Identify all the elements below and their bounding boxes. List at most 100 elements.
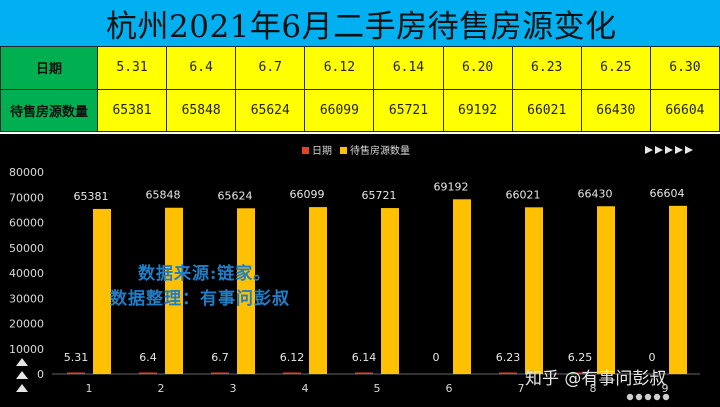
table-row-counts: 待售房源数量 65381 65848 65624 66099 65721 691… xyxy=(0,88,720,132)
table-cell: 65848 xyxy=(166,88,237,132)
bar-dates xyxy=(571,372,589,374)
arrow-decoration-icon xyxy=(675,146,683,154)
x-tick-label: 9 xyxy=(662,382,669,395)
table-cell: 66021 xyxy=(511,88,582,132)
bar-dates xyxy=(139,372,157,374)
bar-chart: 0 10000 20000 30000 40000 50000 60000 70000 8000… xyxy=(9,144,700,401)
chart-panel: 0 10000 20000 30000 40000 50000 60000 70000 8000… xyxy=(0,134,720,407)
table-cell: 5.31 xyxy=(96,46,168,90)
data-label-dates: 6.25 xyxy=(568,351,593,364)
data-label-counts: 66430 xyxy=(578,187,613,200)
bar-counts xyxy=(93,208,111,374)
data-label-dates: 6.14 xyxy=(352,351,377,364)
legend-swatch-counts xyxy=(340,147,347,154)
table-cell: 69192 xyxy=(442,88,513,132)
title-bar: 杭州2021年6月二手房待售房源变化 xyxy=(0,0,720,46)
bar-dates xyxy=(211,372,229,374)
bar-dates xyxy=(283,372,301,374)
data-label-dates: 0 xyxy=(649,351,656,364)
y-tick-label: 20000 xyxy=(9,318,44,331)
y-tick-label: 70000 xyxy=(9,191,44,204)
x-tick-label: 3 xyxy=(230,382,237,395)
data-label-counts: 65381 xyxy=(74,190,109,203)
bar-counts xyxy=(597,206,615,374)
pager-dot-icon xyxy=(653,393,661,401)
x-tick-label: 8 xyxy=(590,382,597,395)
arrow-decoration-icon xyxy=(685,146,693,154)
y-tick-label: 50000 xyxy=(9,242,44,255)
table-cell: 65624 xyxy=(235,88,306,132)
y-tick-label: 0 xyxy=(37,368,44,381)
data-label-counts: 69192 xyxy=(434,180,469,193)
table-row-dates: 日期 5.31 6.4 6.7 6.12 6.14 6.20 6.23 6.25… xyxy=(0,46,720,90)
x-tick-label: 5 xyxy=(374,382,381,395)
data-table: 日期 5.31 6.4 6.7 6.12 6.14 6.20 6.23 6.25… xyxy=(0,46,720,132)
arrow-decoration-icon xyxy=(665,146,673,154)
page-title: 杭州2021年6月二手房待售房源变化 xyxy=(100,0,720,46)
data-label-counts: 65848 xyxy=(146,189,181,202)
watermark-source: 数据来源:链家。 xyxy=(138,264,272,284)
table-cell: 6.23 xyxy=(511,46,582,90)
y-tick-label: 80000 xyxy=(9,166,44,179)
table-cell: 6.14 xyxy=(373,46,444,90)
data-label-dates: 6.7 xyxy=(211,351,229,364)
data-label-dates: 6.23 xyxy=(496,351,521,364)
x-tick-label: 1 xyxy=(86,382,93,395)
pager-dot-icon xyxy=(635,393,643,401)
table-cell: 6.12 xyxy=(304,46,375,90)
arrow-decoration-icon xyxy=(16,371,28,379)
legend-swatch-dates xyxy=(302,147,309,154)
y-tick-label: 30000 xyxy=(9,292,44,305)
x-tick-label: 6 xyxy=(446,382,453,395)
data-label-counts: 65721 xyxy=(362,189,397,202)
table-cell: 6.25 xyxy=(580,46,651,90)
table-cell: 65721 xyxy=(373,88,444,132)
y-tick-label: 10000 xyxy=(9,343,44,356)
table-cell: 65381 xyxy=(96,88,168,132)
x-tick-label: 7 xyxy=(518,382,525,395)
data-label-dates: 6.12 xyxy=(280,351,305,364)
arrow-decoration-icon xyxy=(655,146,663,154)
watermark-author: 数据整理：有事问彭叔 xyxy=(110,289,290,309)
bar-dates xyxy=(355,372,373,374)
y-tick-label: 40000 xyxy=(9,267,44,280)
legend-label-dates: 日期 xyxy=(312,145,332,157)
row-header-counts: 待售房源数量 xyxy=(0,88,98,132)
table-cell: 6.4 xyxy=(166,46,237,90)
data-label-counts: 66099 xyxy=(290,188,325,201)
bar-counts xyxy=(237,208,255,374)
bar-counts xyxy=(669,205,687,374)
table-cell: 6.20 xyxy=(442,46,513,90)
x-tick-label: 4 xyxy=(302,382,309,395)
row-header-dates: 日期 xyxy=(0,46,98,90)
data-label-dates: 0 xyxy=(433,351,440,364)
pager-dot-icon xyxy=(644,393,652,401)
y-tick-label: 60000 xyxy=(9,217,44,230)
bar-dates xyxy=(67,372,85,374)
legend-label-counts: 待售房源数量 xyxy=(350,144,410,157)
table-cell: 6.7 xyxy=(235,46,306,90)
bar-counts xyxy=(381,208,399,374)
table-cell: 66604 xyxy=(649,88,720,132)
bar-counts xyxy=(453,199,471,374)
data-label-dates: 5.31 xyxy=(64,351,89,364)
bar-counts xyxy=(165,207,183,374)
bar-dates xyxy=(499,372,517,374)
arrow-decoration-icon xyxy=(645,146,653,154)
table-cell: 66430 xyxy=(580,88,651,132)
bar-counts xyxy=(309,207,327,374)
table-cell: 66099 xyxy=(304,88,375,132)
bar-counts xyxy=(525,207,543,374)
pager-dot-icon xyxy=(626,393,634,401)
pager-dot-icon xyxy=(662,393,670,401)
arrow-decoration-icon xyxy=(16,358,28,366)
table-cell: 6.30 xyxy=(649,46,720,90)
x-tick-label: 2 xyxy=(158,382,165,395)
credit-text: 知乎 @有事问彭叔 xyxy=(525,369,667,389)
title-left-block xyxy=(0,0,100,46)
arrow-decoration-icon xyxy=(16,384,28,392)
data-label-dates: 6.4 xyxy=(139,351,157,364)
data-label-counts: 66021 xyxy=(506,188,541,201)
data-label-counts: 66604 xyxy=(650,187,685,200)
data-label-counts: 65624 xyxy=(218,189,253,202)
